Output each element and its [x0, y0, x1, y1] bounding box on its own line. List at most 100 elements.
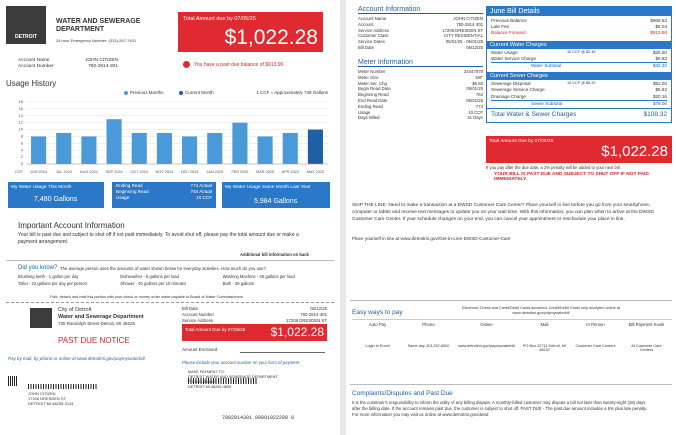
important-text: Your bill is past due and subject to shu… — [18, 232, 299, 245]
row: Meter Size 5/8" — [358, 75, 483, 81]
usage-box: My Water Usage Same Month Last Year 5,98… — [222, 182, 330, 208]
label: Days Billed — [358, 115, 380, 121]
y-tick-label: 14 — [19, 113, 24, 118]
value: 31 Days — [467, 115, 483, 121]
y-tick-label: 8 — [21, 134, 24, 139]
label: Sewerage Disposal — [491, 81, 531, 87]
usage-box-title: My Water Usage Same Month Last Year — [225, 185, 311, 190]
row: Drainage Charge $20.16 — [491, 94, 667, 100]
pay-method-detail: www.detroitmi.gov/paymywaterbill — [458, 344, 515, 348]
dyk-title: Did you know? — [18, 265, 58, 271]
label: Beginning Read — [116, 189, 149, 195]
dyk-items: Brushing teeth - 1 gallon per day Dishwas… — [18, 274, 328, 287]
usage-box-value: 5,984 Gallons — [254, 198, 298, 205]
value: 10 CCF — [468, 109, 483, 115]
value: 5/8" — [475, 74, 484, 80]
barcode — [188, 378, 258, 384]
row: Ending Read 774 — [358, 104, 483, 110]
due-box: Total Amount due by 07/05/25 $1,022.28 — [178, 12, 323, 52]
value: 06/01/25 — [466, 97, 483, 103]
stub-due-amount: $1,022.28 — [270, 325, 324, 339]
pay-method: Mail PO Box 32711 Detroit, MI 48232 — [519, 322, 570, 352]
x-tick-label: DEC 2024 — [181, 170, 199, 174]
value: $6.82 — [655, 55, 668, 61]
value: 24447979 — [463, 69, 483, 74]
bar — [131, 133, 147, 164]
row: Days Billed 31 Days — [358, 115, 483, 121]
y-tick-label: 6 — [21, 140, 24, 145]
more-info: Additional bill information on back — [240, 252, 309, 257]
y-tick-label: 10 — [19, 127, 24, 132]
stub-org-block: City of Detroit Water and Sewerage Depar… — [58, 307, 144, 326]
x-tick-label: JUL 2024 — [56, 170, 72, 174]
section-title: Current Water Charges — [487, 40, 671, 49]
dyk-item: Washing Machine - 25 gallons per load — [222, 274, 295, 279]
line: DETROIT WATER AND SEWERAGE DEPARTMENT — [188, 374, 278, 379]
dyk-item: Dishwasher - 6 gallons per load — [120, 274, 179, 279]
value: $908.52 — [650, 18, 667, 23]
bar — [282, 133, 298, 164]
reads-box: Ending Read 774 Actual Beginning Read 764 A… — [112, 182, 216, 208]
bar — [307, 129, 323, 164]
y-axis-label: CCF — [15, 169, 24, 174]
divider — [350, 300, 672, 301]
x-tick-label: JAN 2025 — [206, 170, 223, 174]
pay-title: Easy ways to pay — [352, 309, 403, 316]
row: Customer Class CITY RESIDENTIAL — [358, 33, 483, 39]
pay-method-name: Mail — [540, 322, 549, 327]
row: Bill Date 06/12/25 — [182, 306, 327, 312]
pay-method-detail: Login to Enroll — [365, 344, 390, 348]
usage-title: Usage History — [6, 79, 57, 88]
x-tick-label: APR 2025 — [282, 170, 299, 174]
value: 774 — [475, 103, 483, 109]
section: 10 CCF @ $2.45 Water Usage $25.50 Water Ser… — [487, 49, 671, 71]
bar — [207, 133, 223, 164]
row: Service Address 17206 DRESDEN ST — [358, 28, 483, 34]
x-tick-label: MAR 2025 — [256, 170, 274, 174]
skip-line: SKIP THE LINE: Need to make a transactio… — [352, 203, 654, 222]
value: $25.50 — [652, 49, 667, 55]
value: $20.16 — [652, 93, 667, 99]
alert-icon — [183, 61, 190, 68]
row: Usage 10 CCF — [116, 195, 212, 201]
label: Meter Number — [358, 69, 386, 74]
row: End Read Date 06/01/25 — [358, 98, 483, 104]
row: Beginning Read 764 Actual — [116, 189, 212, 195]
row: Sewerage Service Charge $5.82 — [491, 87, 667, 93]
y-tick-label: 18 — [19, 99, 24, 104]
dyk-item: Brushing teeth - 1 gallon per day — [18, 274, 79, 279]
pay-method-detail: Same day 313-267-8000 — [407, 344, 450, 348]
pay-method-detail: PO Box 32711 Detroit, MI 48232 — [522, 344, 566, 352]
value: $913.96 — [650, 30, 667, 36]
label: Usage — [116, 195, 130, 201]
line: JOHN CITIZEN — [28, 391, 56, 396]
label: End Read Date — [358, 97, 388, 103]
value: 10 CCF — [196, 195, 212, 201]
remit: MAKE PAYMENT TO: DETROIT WATER AND SEWERA… — [188, 370, 278, 390]
dyk-item: Shower - 40 gallons per 10 minutes — [120, 280, 187, 286]
value: $32.32 — [652, 62, 667, 68]
line: DETROIT MI 48255-4899 — [188, 384, 232, 389]
stub-address: 735 Randolph Street Detroit, MI 48226 — [58, 320, 136, 326]
label: Service Address — [358, 27, 390, 33]
label: Sewer Subtotal — [531, 100, 563, 106]
meter-info: Meter Number 24447979 Meter Size 5/8" Meter … — [358, 69, 483, 121]
logo-text: DETROIT — [15, 34, 37, 40]
bar — [31, 136, 47, 164]
label: Account Name — [358, 16, 387, 21]
row: Late Fee $5.04 — [491, 24, 667, 30]
pay-note: Pay by mail, by phone or online at www.d… — [8, 356, 145, 361]
row: Account Number 780-2814-301 — [182, 312, 327, 318]
bar — [182, 136, 198, 164]
stub-fields: Bill Date 06/12/25 Account Number 780-2814-… — [182, 306, 327, 323]
pay-subtitle: Electronic Check and Credit/Debit Cards … — [462, 306, 620, 316]
usage-chart: 0 2 4 68 10 12 14 16 18 CCF Previous Months Current… — [15, 90, 329, 174]
y-tick-label: 16 — [19, 106, 24, 111]
row: Account 780-2814-301 — [358, 22, 483, 28]
scanline: 7802814301 00001022288 8 — [222, 415, 295, 421]
due-amount: $1,022.28 — [224, 26, 318, 49]
divider — [6, 260, 334, 261]
stub-due-label: Total Amount Due by 07/05/25 — [185, 327, 246, 332]
legend-swatch — [124, 91, 128, 95]
rate: 10 CCF @ $2.45 — [567, 49, 596, 54]
